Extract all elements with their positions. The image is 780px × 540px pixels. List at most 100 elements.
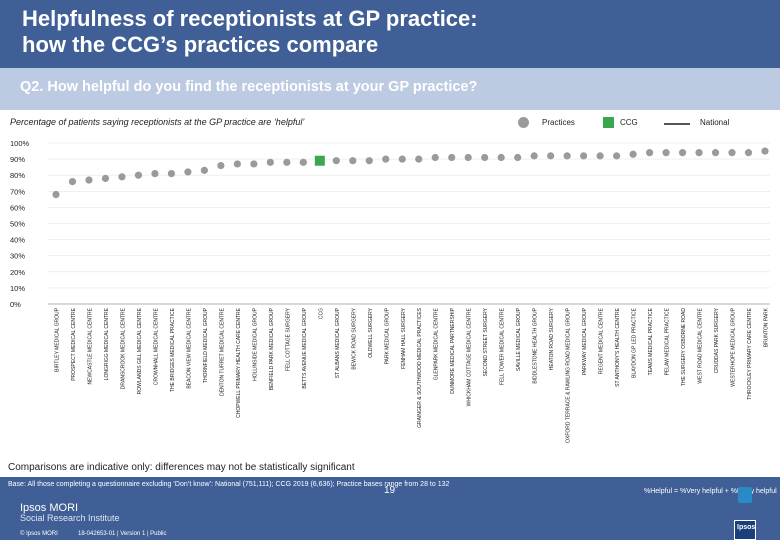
legend-practices-label: Practices bbox=[542, 118, 575, 127]
practice-point bbox=[596, 152, 604, 160]
x-tick-label: GRAINGER & SOUTHWOOD MEDICAL PRACTICES bbox=[417, 307, 423, 427]
ipsos-mori-logo: Ipsos MORI bbox=[20, 502, 79, 514]
practice-point bbox=[349, 157, 357, 165]
practice-point bbox=[514, 153, 522, 162]
y-tick-label: 20% bbox=[10, 268, 25, 277]
practice-point bbox=[629, 150, 637, 158]
x-tick-label: THROCKLEY PRIMARY CARE CENTRE bbox=[747, 307, 753, 399]
x-tick-label: OXFORD TERRACE & RAWLING ROAD MEDICAL GR… bbox=[566, 307, 572, 442]
practice-point bbox=[481, 153, 489, 162]
practice-point bbox=[530, 152, 538, 160]
document-icon bbox=[738, 487, 752, 503]
comparison-footnote: Comparisons are indicative only: differe… bbox=[8, 462, 355, 473]
practice-point bbox=[68, 178, 77, 186]
practice-point bbox=[497, 153, 505, 162]
x-tick-label: HEATON ROAD SURGERY bbox=[549, 307, 555, 370]
practice-point bbox=[217, 161, 225, 170]
x-tick-label: ST ANTHONY'S HEALTH CENTRE bbox=[615, 307, 621, 387]
practice-point bbox=[398, 155, 406, 163]
practice-point bbox=[101, 174, 110, 183]
x-tick-label: DUNMORE MEDICAL PARTNERSHIP bbox=[450, 307, 456, 393]
y-tick-label: 100% bbox=[10, 139, 30, 148]
x-tick-label: SECOND STREET SURGERY bbox=[483, 307, 489, 376]
x-tick-label: REGENT MEDICAL CENTRE bbox=[599, 307, 605, 374]
practice-point bbox=[662, 149, 670, 157]
x-tick-label: BEWICK ROAD SURGERY bbox=[351, 307, 357, 369]
job-number: 18-042653-01 | Version 1 | Public bbox=[78, 531, 167, 537]
practice-point bbox=[382, 155, 390, 163]
practice-point bbox=[299, 158, 307, 166]
practice-point bbox=[563, 152, 571, 160]
practice-point bbox=[266, 158, 274, 166]
x-tick-label: HOLLINSIDE MEDICAL GROUP bbox=[252, 307, 258, 381]
practice-point bbox=[761, 147, 769, 155]
chart-title: Percentage of patients saying receptioni… bbox=[10, 117, 305, 127]
x-tick-label: THE BRIDGES MEDICAL PRACTICE bbox=[170, 307, 176, 392]
practice-point bbox=[645, 149, 654, 157]
x-tick-label: THE SURGERY OSBORNE ROAD bbox=[681, 308, 687, 387]
practice-point bbox=[695, 149, 703, 157]
y-tick-label: 90% bbox=[10, 155, 25, 164]
x-tick-label: BRUNTON PARK bbox=[764, 307, 770, 347]
y-tick-label: 80% bbox=[10, 171, 25, 180]
practice-point bbox=[200, 166, 208, 174]
question-band: Q2. How helpful do you find the receptio… bbox=[0, 68, 780, 110]
legend-ccg-marker bbox=[603, 117, 614, 128]
practice-point bbox=[448, 153, 456, 162]
y-tick-label: 40% bbox=[10, 236, 25, 245]
x-tick-label: CHOPWELL PRIMARY HEALTH CARE CENTRE bbox=[236, 307, 242, 418]
x-tick-label: WESTERHOPE MEDICAL GROUP bbox=[731, 307, 737, 386]
y-tick-label: 30% bbox=[10, 252, 25, 261]
x-tick-label: FENHAM HALL SURGERY bbox=[401, 307, 407, 369]
page-number: 19 bbox=[384, 485, 396, 496]
x-tick-label: PARK MEDICAL GROUP bbox=[384, 307, 390, 364]
base-note: Base: All those completing a questionnai… bbox=[8, 481, 450, 488]
x-tick-label: BIRTLEY MEDICAL GROUP bbox=[55, 307, 61, 371]
practice-point bbox=[547, 152, 555, 160]
x-tick-label: CROWNHALL MEDICAL CENTRE bbox=[153, 307, 159, 385]
practice-point bbox=[464, 153, 472, 162]
practice-point bbox=[85, 176, 93, 184]
y-tick-label: 10% bbox=[10, 284, 25, 293]
practice-point bbox=[580, 152, 588, 160]
header-banner: Helpfulness of receptionists at GP pract… bbox=[0, 0, 780, 68]
x-tick-label: CRUDDAS PARK SURGERY bbox=[714, 307, 720, 373]
x-tick-label: SAVILLE MEDICAL GROUP bbox=[516, 307, 522, 371]
practice-point bbox=[52, 190, 60, 199]
practice-point bbox=[332, 157, 340, 165]
ccg-marker bbox=[314, 155, 325, 166]
legend-ccg-label: CCG bbox=[620, 118, 638, 127]
y-tick-label: 50% bbox=[10, 220, 25, 229]
x-tick-label: BENFIELD PARK MEDICAL GROUP bbox=[269, 307, 275, 390]
x-tick-label: WHICKHAM COTTAGE MEDICAL CENTRE bbox=[467, 307, 473, 406]
x-tick-label: WEST ROAD MEDICAL CENTRE bbox=[698, 307, 704, 383]
practice-point bbox=[151, 169, 159, 178]
practice-point bbox=[283, 158, 291, 166]
practice-point bbox=[415, 155, 423, 163]
x-tick-label: PROSPECT MEDICAL CENTRE bbox=[71, 307, 77, 380]
chart: 0% 10% 20% 30% 40% 50% 60% 70% 80% 90% 100% BIRTLEY… bbox=[10, 139, 770, 443]
helpful-definition: %Helpful = %Very helpful + %Fairly helpf… bbox=[644, 488, 777, 495]
practice-point bbox=[728, 149, 736, 157]
practice-point bbox=[233, 160, 241, 168]
x-tick-label: OLDWELL SURGERY bbox=[368, 307, 374, 357]
legend-national-line bbox=[664, 123, 690, 125]
x-tick-label: BETTS AVENUE MEDICAL GROUP bbox=[302, 307, 308, 388]
x-tick-label: BIDDLESTONE HEALTH GROUP bbox=[533, 307, 539, 383]
question-text: Q2. How helpful do you find the receptio… bbox=[20, 79, 478, 95]
practice-point bbox=[431, 153, 439, 162]
page-title: Helpfulness of receptionists at GP pract… bbox=[22, 6, 478, 58]
practice-point bbox=[167, 169, 176, 178]
x-tick-label: PELAW MEDICAL PRACTICE bbox=[665, 307, 671, 375]
ipsos-logo: Ipsos bbox=[734, 520, 756, 540]
x-tick-label: CCG bbox=[318, 308, 324, 319]
x-tick-label: GLENPARK MEDICAL CENTRE bbox=[434, 307, 440, 380]
practice-point bbox=[744, 149, 753, 157]
x-tick-label: TEAMS MEDICAL PRACTICE bbox=[648, 307, 654, 375]
practice-point bbox=[134, 171, 143, 179]
x-tick-label: NEWCASTLE MEDICAL CENTRE bbox=[87, 307, 93, 384]
x-tick-label: ST ALBANS MEDICAL GROUP bbox=[335, 307, 341, 378]
practice-point bbox=[250, 160, 258, 168]
legend-practices-marker bbox=[518, 117, 529, 128]
x-tick-label: ROWLANDS GILL MEDICAL CENTRE bbox=[137, 307, 143, 394]
